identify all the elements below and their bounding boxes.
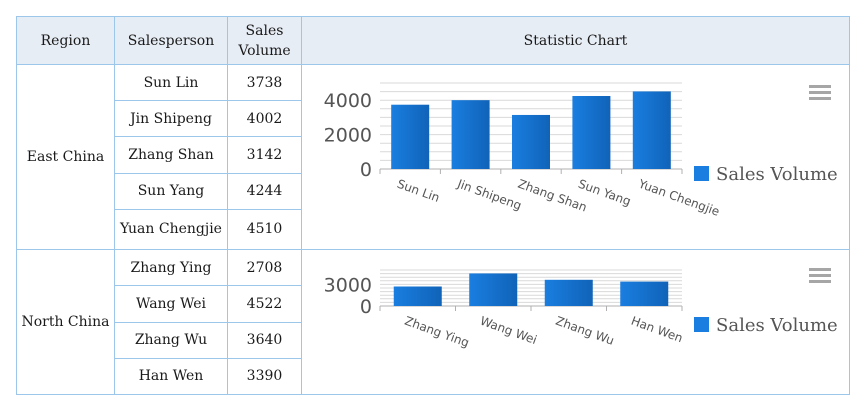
hamburger-menu-glyph [809, 85, 831, 100]
region-cell-east-china: East China [16, 64, 115, 250]
x-category-label: Zhang Ying [403, 314, 471, 350]
y-tick-label: 2000 [324, 125, 372, 147]
salesperson-cell: Wang Wei [114, 285, 228, 323]
hamburger-menu-icon[interactable] [809, 83, 833, 107]
table-row: North China Zhang Ying 2708 0 3000 Zhang Y… [16, 248, 850, 395]
y-tick-label: 0 [360, 296, 372, 318]
salesperson-cell: Zhang Ying [114, 248, 228, 287]
region-cell-north-china: North China [16, 249, 115, 395]
y-tick-label: 4000 [324, 90, 372, 112]
bar[interactable] [469, 273, 518, 306]
sales-volume-cell: 4522 [227, 285, 302, 323]
x-category-label: Yuan Chengjie [636, 176, 722, 219]
bar[interactable] [512, 114, 550, 169]
sales-volume-cell: 4002 [227, 100, 302, 138]
sales-table: Region Salesperson Sales Volume Statisti… [16, 16, 850, 396]
sales-volume-cell: 4510 [227, 208, 302, 251]
header-sales-volume-line2: Volume [238, 42, 291, 59]
sales-volume-cell: 3738 [227, 63, 302, 102]
x-category-label: Wang Wei [478, 314, 539, 347]
salesperson-cell: Sun Yang [114, 172, 228, 210]
legend-swatch [694, 166, 709, 181]
sales-volume-cell: 2708 [227, 248, 302, 287]
table-row: Han Wen 3390 [17, 357, 850, 396]
salesperson-cell: Sun Lin [114, 63, 228, 102]
x-category-label: Han Wen [629, 314, 684, 346]
sales-volume-cell: 4244 [227, 172, 302, 210]
bar[interactable] [451, 100, 490, 169]
header-statistic-chart: Statistic Chart [301, 16, 850, 65]
salesperson-cell: Jin Shipeng [114, 100, 228, 138]
header-region: Region [16, 16, 115, 65]
legend-label[interactable]: Sales Volume [716, 315, 838, 336]
header-salesperson: Salesperson [114, 16, 228, 65]
salesperson-cell: Zhang Shan [114, 136, 228, 174]
bar[interactable] [544, 279, 593, 306]
table-row: Wang Wei 4522 [17, 285, 850, 323]
chart-cell-north-china: 0 3000 Zhang Ying Wang Wei Zhang Wu Han Wen Sa… [301, 249, 850, 395]
x-category-label: Jin Shipeng [455, 176, 524, 212]
x-category-label: Sun Lin [395, 177, 441, 205]
sales-volume-cell: 3640 [227, 321, 302, 359]
y-tick-label: 3000 [324, 274, 372, 296]
table-row: Yuan Chengjie 4510 [17, 208, 850, 251]
hamburger-menu-glyph [809, 268, 831, 283]
legend-label[interactable]: Sales Volume [716, 164, 838, 185]
bar[interactable] [572, 96, 611, 169]
salesperson-cell: Zhang Wu [114, 321, 228, 359]
table-row: Zhang Shan 3142 [17, 136, 850, 174]
header-sales-volume: Sales Volume [227, 16, 302, 65]
bar[interactable] [393, 286, 442, 306]
bar[interactable] [632, 91, 671, 169]
hamburger-menu-icon[interactable] [809, 266, 833, 290]
salesperson-cell: Han Wen [114, 357, 228, 396]
bar[interactable] [620, 281, 669, 306]
salesperson-cell: Yuan Chengjie [114, 208, 228, 251]
chart-cell-east-china: 0 2000 4000 Sun Lin Jin Shipeng Zhang Shan Sun… [301, 64, 850, 250]
header-sales-volume-line1: Sales [245, 22, 284, 39]
legend-swatch [694, 317, 709, 332]
x-category-label: Zhang Shan [516, 177, 589, 215]
table-row: Zhang Wu 3640 [17, 321, 850, 359]
y-tick-label: 0 [360, 159, 372, 181]
sales-volume-cell: 3390 [227, 357, 302, 396]
x-category-label: Zhang Wu [554, 314, 616, 348]
header-row: Region Salesperson Sales Volume Statisti… [16, 16, 850, 65]
table-row: Jin Shipeng 4002 [17, 100, 850, 138]
table-row: East China Sun Lin 3738 0 2000 4000 Sun Lin… [16, 63, 850, 250]
bar[interactable] [391, 104, 430, 169]
sales-volume-cell: 3142 [227, 136, 302, 174]
